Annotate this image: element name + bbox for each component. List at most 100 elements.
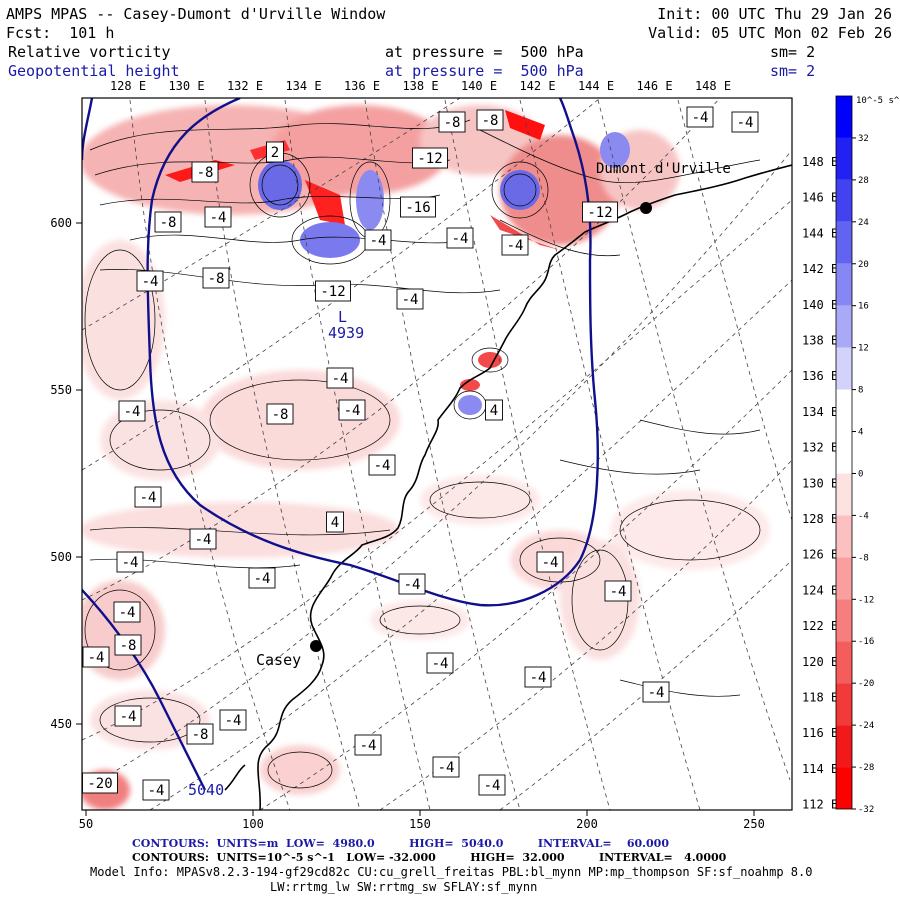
colorbar-segment [836,431,852,474]
forecast-hour: Fcst: 101 h [6,24,115,42]
colorbar-segment [836,179,852,222]
field1-smooth: sm= 2 [770,43,816,61]
right-lon-label: 120 E [802,655,838,669]
colorbar-segment [836,515,852,558]
right-longitude-labels: 148 E 146 E 144 E 142 E 140 E 138 E 136 E 134 E… [802,155,838,812]
vorticity-label-box [114,705,142,727]
x-tick-label: 50 [79,817,93,831]
colorbar-segment [836,389,852,432]
valid-time: Valid: 05 UTC Mon 02 Feb 26 [648,24,892,42]
vorticity-label: -4 [530,670,547,686]
colorbar-label: 4 [858,428,863,438]
y-tick-label: 550 [50,383,72,397]
vorticity-label-box [485,399,503,421]
vorticity-label-box [400,196,436,218]
height-contour-info: CONTOURS: UNITS=m LOW= 4980.0 HIGH= 5040… [132,837,669,850]
vorticity-label-box [82,646,110,668]
colorbar-segment [836,641,852,684]
vorticity-label: -8 [120,638,137,654]
right-lon-label: 148 E [802,155,838,169]
vorticity-label: -4 [610,584,627,600]
vorticity-label: 2 [271,145,279,161]
right-lon-label: 124 E [802,583,838,597]
vorticity-label: -4 [195,532,212,548]
vorticity-label: -4 [484,778,501,794]
top-lon-label: 140 E [461,79,497,93]
colorbar-segment [836,305,852,348]
colorbar-segment [836,599,852,642]
colorbar-label: -16 [858,637,874,647]
plot-frame [81,97,793,811]
vorticity-label-box [136,270,164,292]
contour-label-5040: 5040 [188,781,224,799]
colorbar-label: 8 [858,386,863,396]
vorticity-label-box [154,211,182,233]
top-longitude-labels: 128 E 130 E 132 E 134 E 136 E 138 E 140 E 142 E… [110,79,731,93]
vorticity-label-box [426,652,454,674]
vorticity-label: -16 [405,200,430,216]
colorbar-label: -12 [858,595,874,605]
vorticity-label-box [248,567,276,589]
vorticity-label-box [189,528,217,550]
colorbar-label: 24 [858,218,869,228]
vorticity-label: -4 [370,233,387,249]
right-lon-label: 116 E [802,726,838,740]
model-info: Model Info: MPASv8.2.3-194-gf29cd82c CU:… [90,865,813,879]
vorticity-label: -4 [332,371,349,387]
vorticity-label: -4 [432,656,449,672]
vorticity-label: -4 [542,555,559,571]
top-lon-label: 148 E [695,79,731,93]
colorbar-label: -20 [858,679,874,689]
top-lon-label: 130 E [168,79,204,93]
vorticity-label-box [476,109,504,131]
model-info-radiation: LW:rrtmg_lw SW:rrtmg_sw SFLAY:sf_mynn [270,880,538,894]
vorticity-label: -4 [402,292,419,308]
vorticity-label: -4 [648,685,665,701]
vorticity-label-box [266,403,294,425]
vorticity-label-box [478,774,506,796]
right-lon-label: 114 E [802,762,838,776]
vorticity-label: -12 [320,284,345,300]
vorticity-label: -4 [210,210,227,226]
right-lon-label: 132 E [802,441,838,455]
right-lon-label: 138 E [802,334,838,348]
colorbar-segment [836,263,852,306]
vorticity-label: -4 [452,231,469,247]
right-lon-label: 136 E [802,369,838,383]
colorbar-frame [835,95,853,810]
vorticity-label-box [326,511,344,533]
right-lon-label: 126 E [802,548,838,562]
vorticity-label: -4 [148,783,165,799]
vorticity-label: -4 [404,577,421,593]
vorticity-label-box [396,288,424,310]
right-lon-label: 144 E [802,226,838,240]
vorticity-label-box [326,367,354,389]
vorticity-label-box [446,227,474,249]
colorbar-segment [836,221,852,264]
vorticity-label: -20 [87,776,112,792]
vorticity-label-box [368,454,396,476]
vorticity-label: -4 [737,115,754,131]
vorticity-label: -8 [192,727,209,743]
colorbar-segment [836,683,852,726]
vorticity-label-box [338,399,366,421]
vorticity-label-box [202,267,230,289]
vorticity-label: -4 [344,403,361,419]
y-tick-label: 500 [50,550,72,564]
vorticity-label: 4 [331,515,339,531]
vorticity-label: -12 [417,151,442,167]
map-title: AMPS MPAS -- Casey-Dumont d'Urville Wind… [6,5,386,23]
vorticity-contour-info: CONTOURS: UNITS=10^-5 s^-1 LOW= -32.000 … [132,851,727,864]
colorbar: 32 28 24 20 16 12 8 4 0 -4 -8 -12 -16 -20 -24 -28 -32 [835,95,874,815]
right-lon-label: 140 E [802,298,838,312]
x-tick-label: 100 [242,817,264,831]
vorticity-label-box [364,229,392,251]
vorticity-label: -4 [360,738,377,754]
low-height-value: 4939 [328,324,364,342]
vorticity-label-box [582,201,618,223]
init-time: Init: 00 UTC Thu 29 Jan 26 [657,5,892,23]
vorticity-label-box [501,234,529,256]
colorbar-label: 32 [858,134,869,144]
field2-smooth: sm= 2 [770,62,816,80]
